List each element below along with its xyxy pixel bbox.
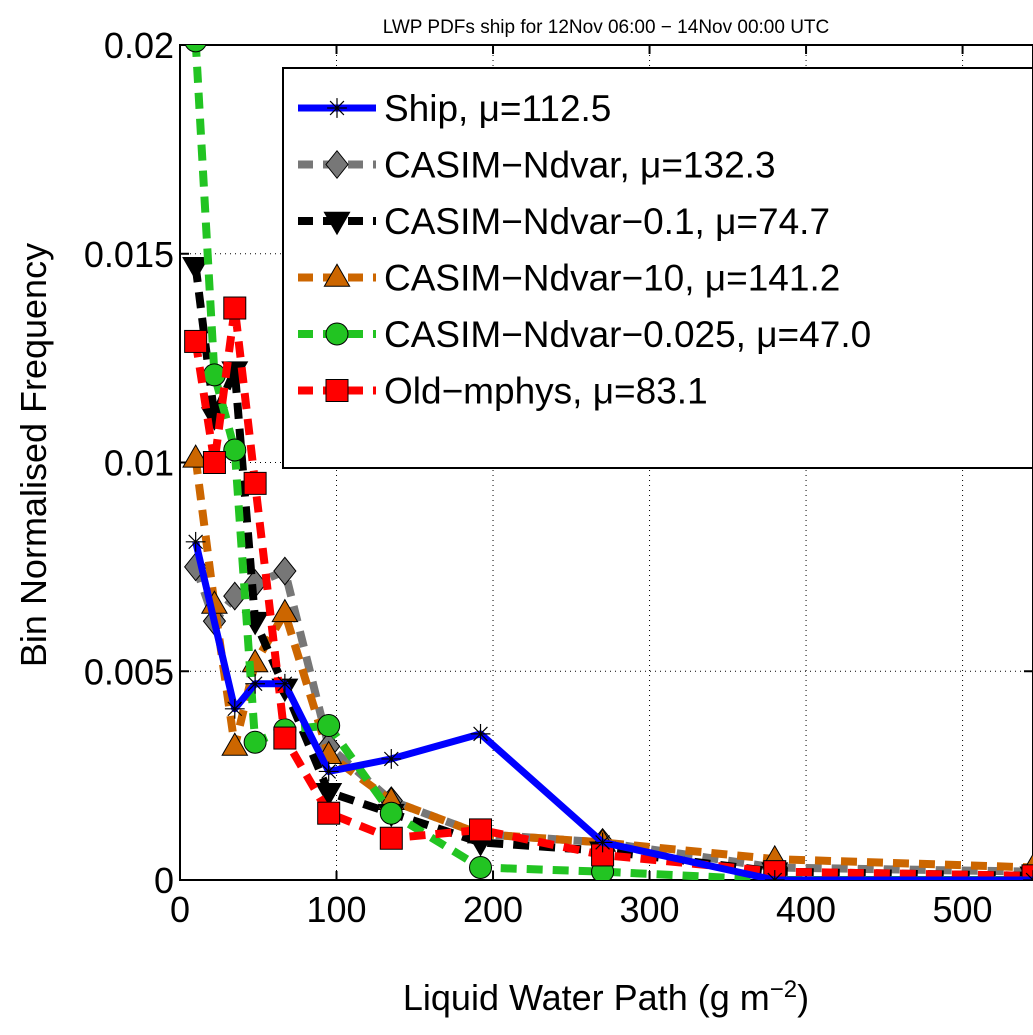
x-axis-label-sup: −2 [770, 976, 797, 1003]
data-point-star [592, 832, 613, 853]
data-point-square [223, 296, 247, 320]
y-tick-label: 0.01 [104, 443, 174, 484]
chart-title: LWP PDFs ship for 12Nov 06:00 − 14Nov 00… [383, 17, 830, 38]
data-point-star [185, 531, 206, 552]
legend-label: CASIM−Ndvar−10, μ=141.2 [384, 258, 840, 299]
x-tick-label: 500 [933, 889, 993, 930]
data-point-square [184, 329, 208, 353]
y-tick-label: 0.02 [104, 25, 174, 66]
data-point-star [274, 673, 295, 694]
legend-entry: CASIM−Ndvar−10, μ=141.2 [298, 258, 840, 299]
y-tick-label: 0 [154, 860, 174, 901]
data-point-triangle-down [323, 211, 351, 236]
data-point-square [379, 826, 403, 850]
legend-entry: Ship, μ=112.5 [298, 88, 611, 129]
legend-label: CASIM−Ndvar−0.1, μ=74.7 [384, 201, 830, 242]
legend: Ship, μ=112.5 CASIM−Ndvar, μ=132.3 CASIM−N… [282, 67, 1033, 469]
data-point-square [469, 818, 493, 842]
data-point-circle [184, 45, 207, 53]
data-point-star [470, 723, 491, 744]
data-point-circle [223, 438, 247, 462]
data-point-triangle-up [271, 598, 299, 623]
data-point-star [381, 749, 402, 769]
series-4 [184, 45, 1033, 880]
data-point-square [243, 471, 267, 495]
data-point-star [245, 673, 266, 694]
legend-entry: CASIM−Ndvar−0.1, μ=74.7 [298, 201, 830, 242]
data-point-diamond [325, 149, 349, 180]
series-line [192, 541, 1033, 880]
legend-entry: Old−mphys, μ=83.1 [298, 371, 708, 412]
x-tick-label: 400 [776, 889, 836, 930]
data-point-star [318, 761, 339, 782]
data-point-star [224, 698, 245, 719]
data-point-square [202, 451, 226, 474]
data-point-star [764, 870, 785, 880]
data-point-circle [379, 801, 403, 825]
legend-label: Ship, μ=112.5 [384, 88, 611, 129]
x-tick-label: 200 [463, 889, 523, 930]
data-point-star [327, 98, 347, 118]
data-point-square [273, 726, 297, 750]
series-0 [185, 531, 1033, 880]
data-point-square [325, 379, 349, 402]
data-point-star [1023, 870, 1033, 880]
y-tick-label: 0.005 [84, 651, 174, 692]
series-5 [184, 296, 1033, 880]
x-tick-label: 0 [170, 889, 190, 930]
data-point-circle [325, 322, 349, 346]
data-point-circle [317, 714, 341, 738]
legend-box [282, 67, 1033, 469]
legend-label: Old−mphys, μ=83.1 [384, 371, 708, 412]
x-tick-label: 300 [620, 889, 680, 930]
series-layer [182, 45, 1033, 880]
data-point-circle [469, 855, 493, 879]
x-tick-labels: 0 100 200 300 400 500 [170, 889, 993, 930]
y-tick-label: 0.015 [84, 234, 174, 275]
data-point-triangle-up [323, 263, 351, 287]
x-tick-label: 100 [306, 889, 366, 930]
legend-label: CASIM−Ndvar−0.025, μ=47.0 [384, 314, 871, 355]
data-point-triangle-down [315, 783, 343, 807]
data-point-circle [243, 730, 267, 754]
legend-entry: CASIM−Ndvar−0.025, μ=47.0 [298, 314, 871, 355]
data-point-diamond [273, 556, 297, 586]
legend-entry: CASIM−Ndvar, μ=132.3 [298, 145, 776, 186]
x-axis-label-end: ) [797, 977, 809, 1018]
data-point-square [1021, 864, 1033, 880]
x-axis-label-main: Liquid Water Path (g m [403, 977, 770, 1018]
data-point-triangle-up [182, 444, 210, 468]
data-point-triangle-down [182, 256, 210, 281]
x-axis-label: Liquid Water Path (g m−2) [403, 976, 809, 1019]
legend-label: CASIM−Ndvar, μ=132.3 [384, 145, 776, 186]
y-tick-labels: 0 0.005 0.01 0.015 0.02 [84, 25, 174, 901]
data-point-triangle-up [221, 732, 249, 756]
data-point-square [317, 801, 341, 825]
y-axis-label: Bin Normalised Frequency [13, 243, 54, 667]
